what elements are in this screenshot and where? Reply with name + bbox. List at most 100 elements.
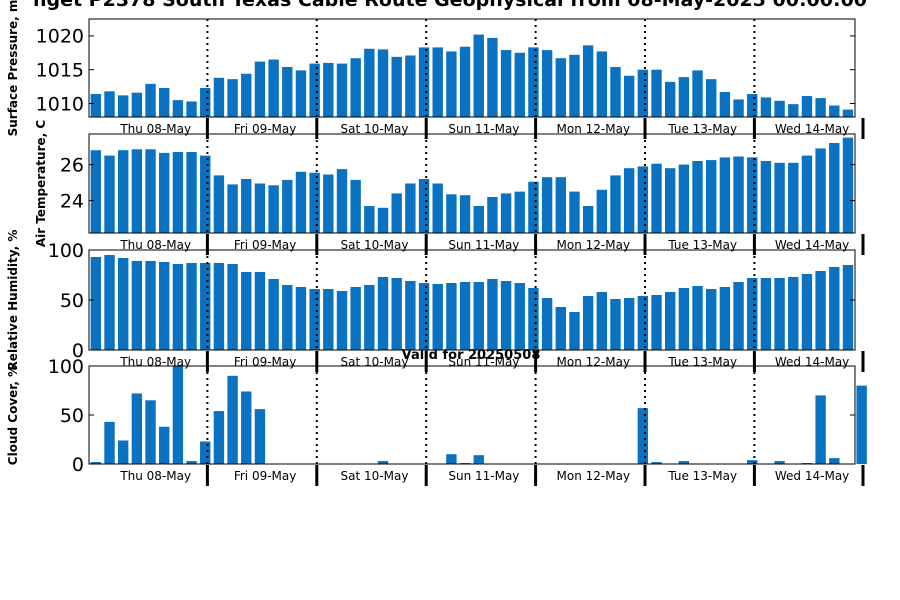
air-temperature-bar — [145, 149, 156, 233]
cloud-cover-bar — [131, 393, 143, 464]
surface-pressure-bar — [405, 55, 416, 117]
surface-pressure-bar — [842, 109, 854, 117]
relative-humidity-ytick-label: 0 — [72, 340, 84, 362]
surface-pressure-bar — [733, 99, 744, 117]
air-temperature-bar — [336, 169, 348, 233]
air-temperature-axes-frame — [88, 133, 856, 234]
air-temperature-bar — [213, 175, 225, 233]
relative-humidity-bar — [514, 283, 525, 350]
relative-humidity-bar — [186, 263, 197, 350]
relative-humidity-bar — [829, 267, 840, 350]
surface-pressure-bar — [760, 97, 772, 117]
air-temperature-bar — [774, 162, 785, 233]
relative-humidity-bar — [842, 265, 854, 350]
surface-pressure-bar — [555, 58, 566, 117]
relative-humidity-bar — [227, 264, 238, 350]
surface-pressure-bar — [227, 79, 238, 117]
air-temperature-ytick-label: 24 — [60, 190, 84, 212]
surface-pressure-bar — [268, 59, 279, 117]
cloud-cover-bar — [856, 385, 867, 464]
relative-humidity-bar — [487, 279, 498, 350]
air-temperature-bar — [200, 155, 211, 233]
surface-pressure-day-label: Wed 14-May — [775, 122, 849, 136]
relative-humidity-bar — [706, 289, 717, 350]
relative-humidity-bar — [569, 312, 580, 350]
relative-humidity-bar — [104, 255, 115, 350]
relative-humidity-day-label: Mon 12-May — [557, 355, 631, 369]
surface-pressure-bar — [418, 47, 430, 117]
cloud-cover-bar — [473, 455, 484, 464]
air-temperature-bar — [528, 181, 539, 233]
air-temperature-bar — [295, 171, 307, 233]
relative-humidity-bar — [623, 298, 635, 350]
air-temperature-bar — [760, 161, 772, 233]
relative-humidity-bar — [774, 278, 785, 350]
cloud-cover-ytick-label: 50 — [60, 405, 84, 427]
cloud-cover-bar — [254, 409, 266, 464]
surface-pressure-day-label: Thu 08-May — [119, 122, 191, 136]
chart-panels: 1010 1015 1020 Surface Pressure, m Thu 08-Ma… — [6, 0, 867, 486]
relative-humidity-bar — [747, 278, 758, 350]
surface-pressure-bar — [282, 66, 293, 117]
relative-humidity-bar — [815, 271, 826, 350]
relative-humidity-bar — [200, 263, 211, 350]
surface-pressure-bar — [569, 54, 580, 117]
air-temperature-bar — [500, 193, 512, 233]
relative-humidity-bar — [637, 296, 649, 350]
relative-humidity-bar — [309, 289, 320, 350]
surface-pressure-ylabel: Surface Pressure, m — [6, 0, 20, 136]
air-temperature-bar — [664, 168, 676, 233]
relative-humidity-ytick-label: 100 — [48, 240, 84, 262]
air-temperature-panel: 24 26 Air Temperature, C Thu 08-May Fri 09-M… — [34, 120, 865, 255]
cloud-cover-day-label: Thu 08-May — [119, 469, 191, 483]
cloud-cover-day-label: Sun 11-May — [448, 469, 519, 483]
surface-pressure-bar — [186, 101, 197, 117]
air-temperature-bar — [268, 185, 279, 233]
cloud-cover-bar — [186, 461, 197, 464]
surface-pressure-bar — [446, 51, 457, 117]
air-temperature-ytick-label: 26 — [60, 154, 84, 176]
cloud-cover-bar — [678, 461, 690, 464]
air-temperature-bar — [829, 143, 840, 233]
air-temperature-day-label: Sun 11-May — [448, 238, 519, 252]
relative-humidity-bar — [596, 292, 608, 350]
relative-humidity-bar — [528, 288, 539, 350]
surface-pressure-bar — [815, 98, 826, 117]
relative-humidity-ytick-label: 50 — [60, 290, 84, 312]
cloud-cover-day-label: Wed 14-May — [775, 469, 849, 483]
relative-humidity-bar — [500, 281, 512, 350]
air-temperature-bar — [487, 197, 498, 233]
cloud-cover-bar — [104, 421, 115, 464]
air-temperature-bar — [432, 183, 443, 233]
cloud-cover-ylabel: Cloud Cover, % — [6, 365, 20, 465]
surface-pressure-day-label: Tue 13-May — [667, 122, 737, 136]
cloud-cover-bar — [117, 440, 129, 464]
surface-pressure-bar — [664, 81, 676, 117]
surface-pressure-bar — [541, 50, 553, 118]
air-temperature-day-label: Sat 10-May — [341, 238, 409, 252]
air-temperature-day-label: Wed 14-May — [775, 238, 849, 252]
air-temperature-bar — [117, 150, 129, 233]
relative-humidity-bar — [159, 262, 170, 350]
surface-pressure-bar — [200, 87, 211, 117]
relative-humidity-day-label: Fri 09-May — [234, 355, 297, 369]
surface-pressure-day-label: Fri 09-May — [234, 122, 297, 136]
surface-pressure-day-label: Mon 12-May — [557, 122, 631, 136]
surface-pressure-bar — [254, 61, 266, 117]
relative-humidity-day-label: Sat 10-May — [341, 355, 409, 369]
surface-pressure-bar — [719, 91, 731, 117]
relative-humidity-bar — [336, 291, 348, 350]
air-temperature-bar — [323, 174, 334, 233]
surface-pressure-bar — [336, 63, 348, 117]
air-temperature-bar — [377, 207, 389, 233]
surface-pressure-bar — [829, 105, 840, 117]
air-temperature-bar — [104, 155, 115, 233]
cloud-cover-day-label: Fri 09-May — [234, 469, 297, 483]
cloud-cover-ytick-label: 0 — [72, 454, 84, 476]
surface-pressure-bar — [747, 94, 758, 117]
cloud-cover-day-label: Sat 10-May — [341, 469, 409, 483]
relative-humidity-bar — [131, 261, 143, 350]
relative-humidity-bar — [459, 282, 471, 350]
relative-humidity-bar — [719, 287, 731, 350]
air-temperature-bar — [788, 162, 799, 233]
